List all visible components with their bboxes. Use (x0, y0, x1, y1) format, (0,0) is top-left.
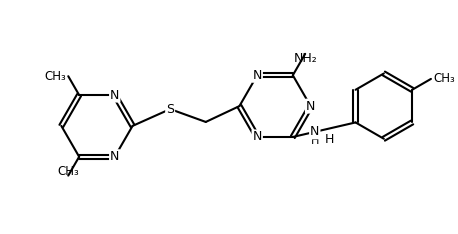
Text: CH₃: CH₃ (57, 165, 79, 178)
Text: N: N (306, 100, 315, 113)
Text: N: N (110, 150, 120, 163)
Text: N: N (252, 131, 262, 143)
Text: CH₃: CH₃ (44, 70, 66, 83)
Text: N: N (252, 69, 262, 82)
Text: N: N (110, 88, 120, 102)
Text: S: S (166, 102, 174, 116)
Text: NH₂: NH₂ (293, 52, 317, 65)
Text: H: H (324, 133, 334, 146)
Text: CH₃: CH₃ (433, 72, 455, 85)
Text: H: H (311, 136, 319, 146)
Text: N: N (310, 125, 320, 138)
